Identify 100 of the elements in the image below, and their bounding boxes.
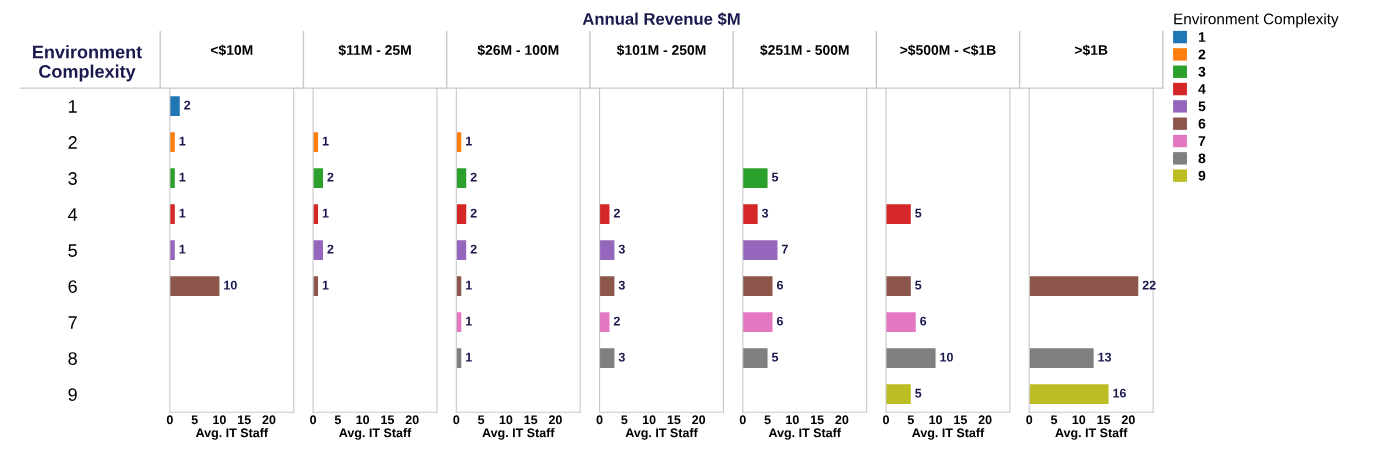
y-tick-label: 7 [68, 316, 77, 329]
data-label: 2 [613, 208, 620, 218]
data-label: 5 [771, 352, 779, 362]
bar [1029, 384, 1109, 405]
x-axis-title: Avg. IT Staff [339, 428, 412, 440]
y-tick-label: 9 [68, 388, 77, 401]
x-tick-label: 0 [1026, 415, 1033, 425]
x-tick-label: 20 [548, 415, 562, 425]
data-label: 13 [1098, 352, 1112, 362]
bar [742, 240, 778, 261]
x-tick-label: 20 [1121, 415, 1135, 425]
x-tick-label: 0 [596, 415, 603, 425]
category-label: 6 [1198, 118, 1206, 129]
category-label: 3 [1198, 66, 1206, 77]
category-label: 4 [1198, 84, 1206, 94]
data-label: 1 [179, 208, 186, 218]
data-label: 2 [327, 172, 334, 182]
data-label: 6 [776, 316, 783, 326]
data-label: 1 [466, 136, 472, 146]
bar [886, 348, 936, 369]
x-tick-label: 5 [191, 415, 198, 425]
y-tick-label: 2 [68, 136, 77, 149]
x-tick-label: 5 [621, 415, 628, 425]
x-tick-label: 10 [642, 415, 656, 425]
data-label: 3 [761, 208, 769, 218]
x-tick-label: 10 [786, 415, 799, 425]
x-tick-label: 15 [381, 415, 395, 425]
legend-title: Environment Complexity [1174, 13, 1339, 28]
data-label: 5 [771, 172, 779, 182]
x-axis-title: Avg. IT Staff [1055, 428, 1128, 440]
x-tick-label: 5 [1050, 415, 1058, 425]
x-axis-title: Avg. IT Staff [195, 428, 269, 440]
x-tick-label: 0 [166, 415, 173, 425]
x-tick-label: 10 [1072, 415, 1086, 425]
chart-title: $251M - 500M [760, 44, 849, 56]
y-tick-label: 4 [68, 208, 78, 221]
x-tick-label: 20 [835, 415, 849, 425]
chart-title: <$10M [210, 44, 253, 56]
data-label: 5 [915, 388, 922, 398]
x-tick-label: 15 [954, 415, 967, 425]
data-label: 2 [470, 172, 477, 182]
chart-title: >$500M - <$1B [900, 44, 996, 56]
x-tick-label: 15 [238, 415, 251, 425]
x-tick-label: 0 [310, 415, 317, 425]
data-label: 10 [224, 280, 237, 290]
bar [1029, 276, 1139, 297]
chart-title: $101M - 250M [616, 44, 706, 56]
bar [886, 204, 911, 225]
data-label: 1 [322, 136, 329, 146]
data-label: 6 [920, 316, 927, 326]
category-label: 2 [1198, 49, 1206, 60]
x-tick-label: 15 [667, 415, 681, 425]
y-tick-label: 8 [68, 352, 77, 365]
data-label: 1 [466, 352, 472, 362]
data-label: 1 [466, 280, 472, 290]
bar [1029, 348, 1094, 369]
bar [742, 312, 773, 333]
chart-title: $26M - 100M [477, 44, 559, 56]
category-label: 1 [1198, 32, 1206, 42]
y-tick-label: 6 [68, 280, 77, 293]
text: Annual Revenue $M [582, 12, 740, 26]
data-label: 16 [1113, 388, 1126, 398]
bar [886, 276, 911, 297]
data-label: 1 [466, 316, 472, 326]
chart-title: $11M - 25M [338, 44, 411, 56]
chart-title: >$1B [1074, 44, 1108, 56]
x-tick-label: 5 [334, 415, 341, 425]
bar [886, 384, 911, 405]
bar [742, 348, 768, 369]
x-tick-label: 15 [810, 415, 824, 425]
bar [886, 312, 916, 333]
data-label: 2 [470, 208, 477, 218]
x-tick-label: 15 [1097, 415, 1111, 425]
x-tick-label: 5 [907, 415, 914, 425]
data-label: 5 [915, 280, 922, 290]
data-label: 1 [179, 244, 186, 254]
x-axis-title: Avg. IT Staff [912, 428, 985, 440]
x-tick-label: 20 [692, 415, 706, 425]
bar [742, 204, 758, 225]
data-label: 1 [179, 172, 186, 182]
y-axis-title: Environment Complexity [33, 45, 142, 82]
category-label: 7 [1198, 136, 1206, 146]
bar [742, 276, 773, 297]
x-tick-label: 5 [764, 415, 771, 425]
y-tick-label: 5 [68, 244, 77, 257]
y-tick-label: 1 [69, 100, 77, 113]
data-label: 5 [915, 208, 922, 218]
x-tick-label: 10 [929, 415, 943, 425]
data-label: 1 [322, 208, 329, 218]
data-label: 10 [940, 352, 953, 362]
category-label: 5 [1198, 101, 1206, 112]
x-tick-label: 20 [978, 415, 992, 425]
x-tick-label: 15 [524, 415, 538, 425]
data-label: 2 [470, 244, 477, 254]
x-axis-title: Avg. IT Staff [625, 428, 698, 440]
x-tick-label: 20 [405, 415, 419, 425]
x-tick-label: 10 [499, 415, 513, 425]
y-tick-label: 3 [68, 172, 77, 185]
category-label: 8 [1198, 153, 1206, 164]
data-label: 1 [322, 280, 329, 290]
